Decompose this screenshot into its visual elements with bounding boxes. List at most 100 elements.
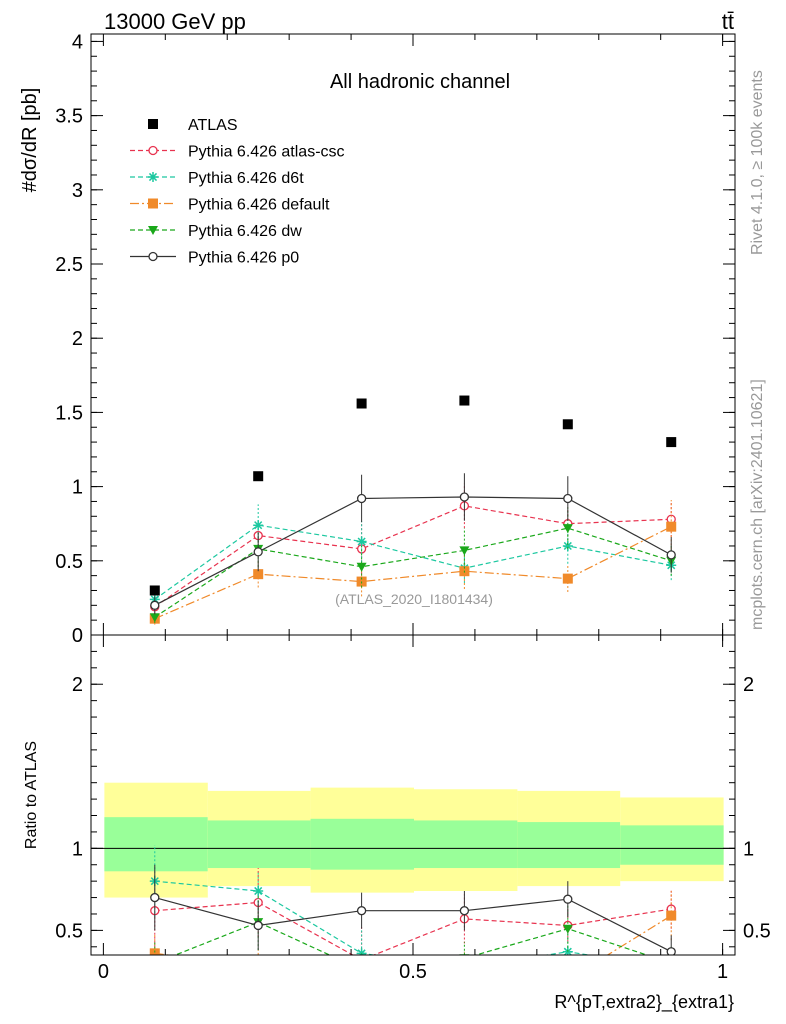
ratio-point [666, 963, 676, 973]
x-ticks: 0 0.5 1 [98, 34, 728, 983]
y-tick-label: 0.5 [55, 551, 83, 573]
series-line-3 [154, 526, 672, 620]
series-5 [150, 473, 676, 615]
ratio-point [562, 924, 573, 934]
legend-marker [148, 226, 158, 235]
x-tick-label: 1 [717, 961, 728, 983]
y-tick-label: 0 [72, 625, 83, 647]
legend-label: Pythia 6.426 atlas-csc [188, 144, 345, 161]
legend-label: ATLAS [188, 117, 238, 134]
ratio-point [459, 954, 470, 955]
ratio-point [666, 959, 676, 968]
ratio-point [150, 959, 160, 968]
y-tick-label: 1.5 [55, 402, 83, 424]
y-tick-label: 2.5 [55, 254, 83, 276]
ratio-point [357, 966, 367, 975]
inner-band [310, 818, 414, 870]
data-point [253, 547, 263, 557]
ratio-point [253, 886, 264, 896]
series-line-2 [154, 524, 672, 600]
legend-item-2: Pythia 6.426 d6t [130, 170, 304, 187]
main-y-ticks: 0 0.5 1 1.5 2 2.5 3 3.5 4 [55, 31, 735, 647]
ratio-point [666, 910, 677, 921]
chart-title: All hadronic channel [330, 71, 510, 93]
legend-label: Pythia 6.426 p0 [188, 250, 299, 267]
ratio-point [150, 892, 160, 903]
x-tick-label: 0 [98, 961, 109, 983]
atlas-point [562, 419, 573, 430]
y-axis-label-ratio: Ratio to ATLAS [23, 741, 40, 849]
legend-item-4: Pythia 6.426 dw [130, 223, 302, 240]
atlas-data [149, 395, 677, 596]
series-line-4 [154, 527, 672, 618]
data-point [666, 550, 676, 560]
ratio-tick-label-right: 2 [743, 674, 754, 696]
data-point [563, 493, 573, 504]
inner-band [620, 825, 724, 865]
ratio-point [666, 947, 676, 955]
ratio-tick-label: 2 [72, 674, 83, 696]
ratio-series-5 [150, 864, 676, 955]
ratio-point [149, 948, 160, 955]
legend-marker [148, 145, 158, 156]
data-point [562, 524, 573, 534]
legend-label: Pythia 6.426 default [188, 197, 330, 214]
ratio-point [357, 975, 367, 985]
ratio-tick-label: 1 [72, 838, 83, 860]
data-point [562, 540, 573, 551]
legend-marker [148, 172, 158, 182]
inner-band [104, 817, 208, 872]
data-point [459, 546, 470, 556]
ratio-point [253, 920, 263, 931]
data-point [356, 536, 367, 547]
y-tick-label: 1 [72, 477, 83, 499]
ratio-point [358, 956, 366, 964]
data-point [459, 492, 470, 502]
y-tick-label: 3.5 [55, 106, 83, 128]
ratio-panel: 0.5 0.51 12 2 0 0.5 1 Ratio to ATLAS R^{pT,ex… [23, 34, 771, 1013]
ratio-point [562, 946, 573, 955]
y-axis-label-main: #dσ/dR [pb] [19, 88, 41, 193]
legend-item-1: Pythia 6.426 atlas-csc [130, 144, 345, 161]
atlas-point [459, 395, 470, 406]
x-axis-label: R^{pT,extra2}_{extra1} [554, 992, 734, 1013]
series-line-1 [154, 505, 672, 608]
legend-marker [148, 119, 158, 129]
atlas-point [149, 585, 160, 596]
ratio-tick-label: 0.5 [55, 920, 83, 942]
ratio-point [563, 975, 573, 985]
ratio-y-ticks: 0.5 0.5 1 1 2 2 [55, 650, 771, 948]
ratio-line-5 [154, 896, 672, 953]
legend-label: Pythia 6.426 d6t [188, 170, 304, 187]
main-panel: 0 0.5 1 1.5 2 2.5 3 3.5 4 All hadronic channel (… [19, 31, 736, 647]
ratio-line-4 [173, 921, 649, 955]
y-tick-label: 3 [72, 180, 83, 202]
atlas-point [253, 471, 264, 482]
x-tick-label: 0.5 [399, 961, 427, 983]
legend-item-atlas: ATLAS [148, 117, 238, 134]
atlas-point [666, 437, 677, 448]
watermark: (ATLAS_2020_I1801434) [335, 591, 493, 607]
header-right: tt̄ [722, 9, 734, 34]
y-tick-label: 2 [72, 328, 83, 350]
data-point [562, 573, 573, 584]
legend-marker [148, 251, 158, 262]
ratio-point [356, 906, 367, 916]
inner-band [517, 822, 621, 869]
legend: ATLAS Pythia 6.426 atlas-csc Pythia 6.426 … [130, 117, 345, 267]
legend-marker [148, 198, 158, 209]
ratio-point [253, 961, 263, 971]
series-line-5 [154, 496, 672, 606]
uncertainty-bands [104, 782, 724, 898]
data-point [356, 493, 367, 504]
data-point [149, 613, 160, 623]
legend-label: Pythia 6.426 dw [188, 223, 302, 240]
y-tick-label: 4 [72, 31, 83, 53]
data-point [356, 562, 367, 572]
data-point [253, 520, 264, 531]
legend-item-5: Pythia 6.426 p0 [130, 250, 299, 267]
ratio-point [563, 894, 573, 904]
ratio-point [459, 906, 470, 916]
ratio-tick-label-right: 0.5 [743, 920, 771, 942]
